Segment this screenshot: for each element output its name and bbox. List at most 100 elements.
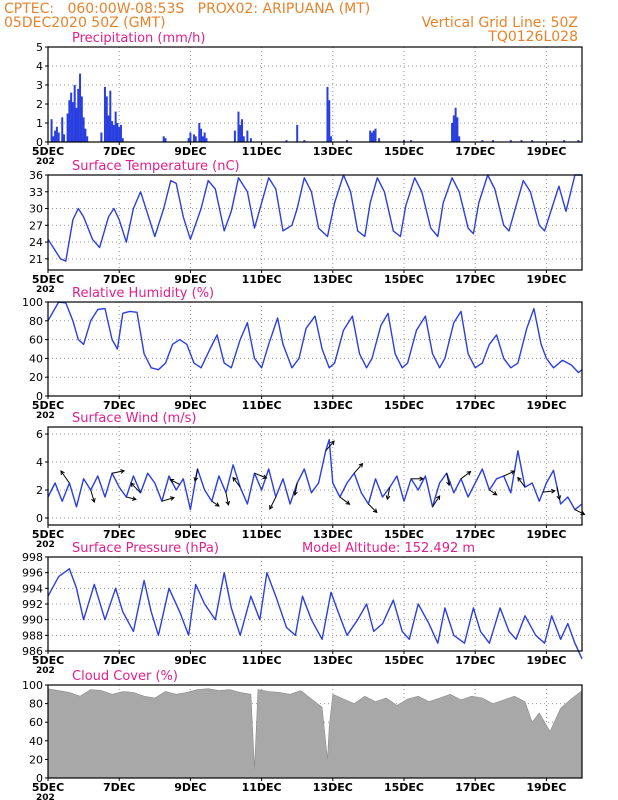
- panel-4-wind-vector: [126, 496, 137, 500]
- panel-6-cloud-area: [47, 688, 583, 779]
- panel-5-xtick-label: 11DEC: [242, 654, 282, 667]
- panel-4-wind-vector: [254, 472, 267, 479]
- panel-1-bar: [164, 138, 167, 142]
- panel-4-title: Surface Wind (m/s): [72, 411, 196, 426]
- panel-1-bar: [111, 121, 114, 142]
- panel-3-xtick-label: 19DEC: [526, 399, 566, 412]
- panel-1-bar: [105, 96, 108, 142]
- panel-3-ytick-label: 20: [29, 371, 43, 384]
- panel-2-year-fragment: 202: [36, 285, 55, 295]
- panel-4-wind-vector: [386, 487, 391, 500]
- panel-4-wind-arrowhead: [269, 504, 274, 510]
- panel-6-ytick-label: 0: [36, 772, 43, 785]
- panel-1-bar: [249, 138, 252, 142]
- panel-1-bar: [410, 140, 413, 142]
- panel-1-bar: [242, 136, 245, 142]
- header-station: CPTEC: 060:00W-08:53S PROX02: ARIPUANA (…: [4, 1, 371, 17]
- panel-4-wind-arrowhead: [330, 440, 335, 446]
- panel-3-xtick-label: 17DEC: [455, 399, 495, 412]
- panel-6-ytick-label: 20: [29, 753, 43, 766]
- panel-4-wind-vector: [339, 496, 350, 505]
- panel-1-bar: [61, 117, 64, 142]
- panel-4-wind-arrowhead: [492, 491, 498, 496]
- panel-1-bar: [70, 92, 73, 142]
- panel-4-wind-vector: [111, 470, 125, 474]
- panel-4-year-fragment: 202: [36, 540, 55, 550]
- panel-5-xtick-label: 15DEC: [384, 654, 424, 667]
- header-date: 05DEC2020 50Z (GMT): [4, 15, 166, 31]
- panel-1-bar: [55, 126, 58, 142]
- panel-1-bar: [68, 100, 71, 142]
- panel-4-wind-arrowhead: [419, 476, 425, 482]
- panel-5-ytick-label: 990: [22, 614, 43, 627]
- panel-1-bar: [201, 136, 204, 142]
- panel-1-bar: [198, 123, 201, 142]
- panel-1-bar: [285, 140, 288, 142]
- panel-1-bar: [241, 119, 244, 142]
- panel-3-xtick-label: 13DEC: [313, 399, 353, 412]
- panel-1-ytick-label: 3: [36, 79, 43, 92]
- panel-1-bar: [82, 117, 85, 142]
- panel-4-xtick-label: 19DEC: [526, 528, 566, 541]
- panel-1-bar: [118, 126, 121, 142]
- panel-1-bar: [451, 123, 454, 142]
- panel-5-xtick-label: 13DEC: [313, 654, 353, 667]
- panel-1-bar: [303, 140, 306, 142]
- panel-1-bar: [75, 107, 78, 142]
- panel-4-wind-arrowhead: [372, 508, 378, 514]
- panel-4-wind-vector: [169, 479, 180, 485]
- panel-4-xtick-label: 15DEC: [384, 528, 424, 541]
- panel-5-ytick-label: 992: [22, 598, 43, 611]
- panel-5-xtick-label: 17DEC: [455, 654, 495, 667]
- panel-4-ytick-label: 6: [36, 428, 43, 441]
- panel-1-frame: [47, 46, 583, 143]
- panel-4-wind-arrowhead: [517, 476, 522, 482]
- panel-1-bar: [296, 124, 299, 142]
- panel-1-bar: [330, 136, 333, 142]
- panel-6-xtick-label: 7DEC: [103, 781, 135, 794]
- panel-1-bar: [71, 102, 74, 142]
- panel-1-bar: [577, 140, 580, 142]
- panel-4-wind-arrowhead: [466, 470, 472, 476]
- panel-3-ytick-label: 0: [36, 390, 43, 403]
- panel-1-ytick-label: 2: [36, 98, 43, 111]
- panel-5-ytick-label: 994: [22, 582, 43, 595]
- panel-1-bar: [454, 107, 457, 142]
- panel-1-bar: [194, 136, 197, 142]
- panel-1-xtick-label: 9DEC: [174, 145, 206, 158]
- panel-1-bar: [369, 130, 372, 142]
- panel-5-xtick-label: 19DEC: [526, 654, 566, 667]
- panel-5-ytick-label: 996: [22, 567, 43, 580]
- panel-1-xtick-label: 5DEC: [32, 145, 64, 158]
- header-model-code: TQ0126L028: [488, 29, 578, 45]
- panel-6-xtick-label: 15DEC: [384, 781, 424, 794]
- panel-4-xtick-label: 13DEC: [313, 528, 353, 541]
- panel-4-wind-vector: [460, 471, 471, 480]
- panel-6-xtick-label: 19DEC: [526, 781, 566, 794]
- panel-1-bar: [205, 138, 208, 142]
- panel-1-bar: [520, 140, 523, 142]
- panel-4-wind-vector: [269, 496, 277, 510]
- panel-1-xtick-label: 13DEC: [313, 145, 353, 158]
- panel-3-ytick-label: 100: [22, 296, 43, 309]
- panel-5-title: Surface Pressure (hPa): [72, 541, 219, 556]
- panel-4-wind-arrowhead: [435, 495, 441, 501]
- panel-1-ytick-label: 5: [36, 41, 43, 54]
- panel-3-ytick-label: 60: [29, 334, 43, 347]
- panel-4-wind-vector: [294, 482, 298, 496]
- panel-1-bar: [326, 86, 329, 142]
- panel-2-ytick-label: 27: [29, 219, 43, 232]
- panel-5-series-line: [47, 568, 583, 660]
- panel-4-wind-vector: [517, 477, 526, 488]
- panel-4-wind-arrowhead: [262, 474, 268, 479]
- panel-3-title: Relative Humidity (%): [72, 286, 214, 301]
- panel-4-ytick-label: 2: [36, 484, 43, 497]
- panel-2-ytick-label: 30: [29, 203, 43, 216]
- panel-2-title: Surface Temperature (nC): [72, 159, 240, 174]
- header-grid-line: Vertical Grid Line: 50Z: [421, 15, 578, 31]
- panel-4-wind-vector: [60, 470, 70, 484]
- panel-5-annotation: Model Altitude: 152.492 m: [302, 541, 475, 556]
- panel-1-bar: [162, 136, 165, 142]
- panel-2-xtick-label: 11DEC: [242, 273, 282, 286]
- panel-1-bar: [50, 119, 53, 142]
